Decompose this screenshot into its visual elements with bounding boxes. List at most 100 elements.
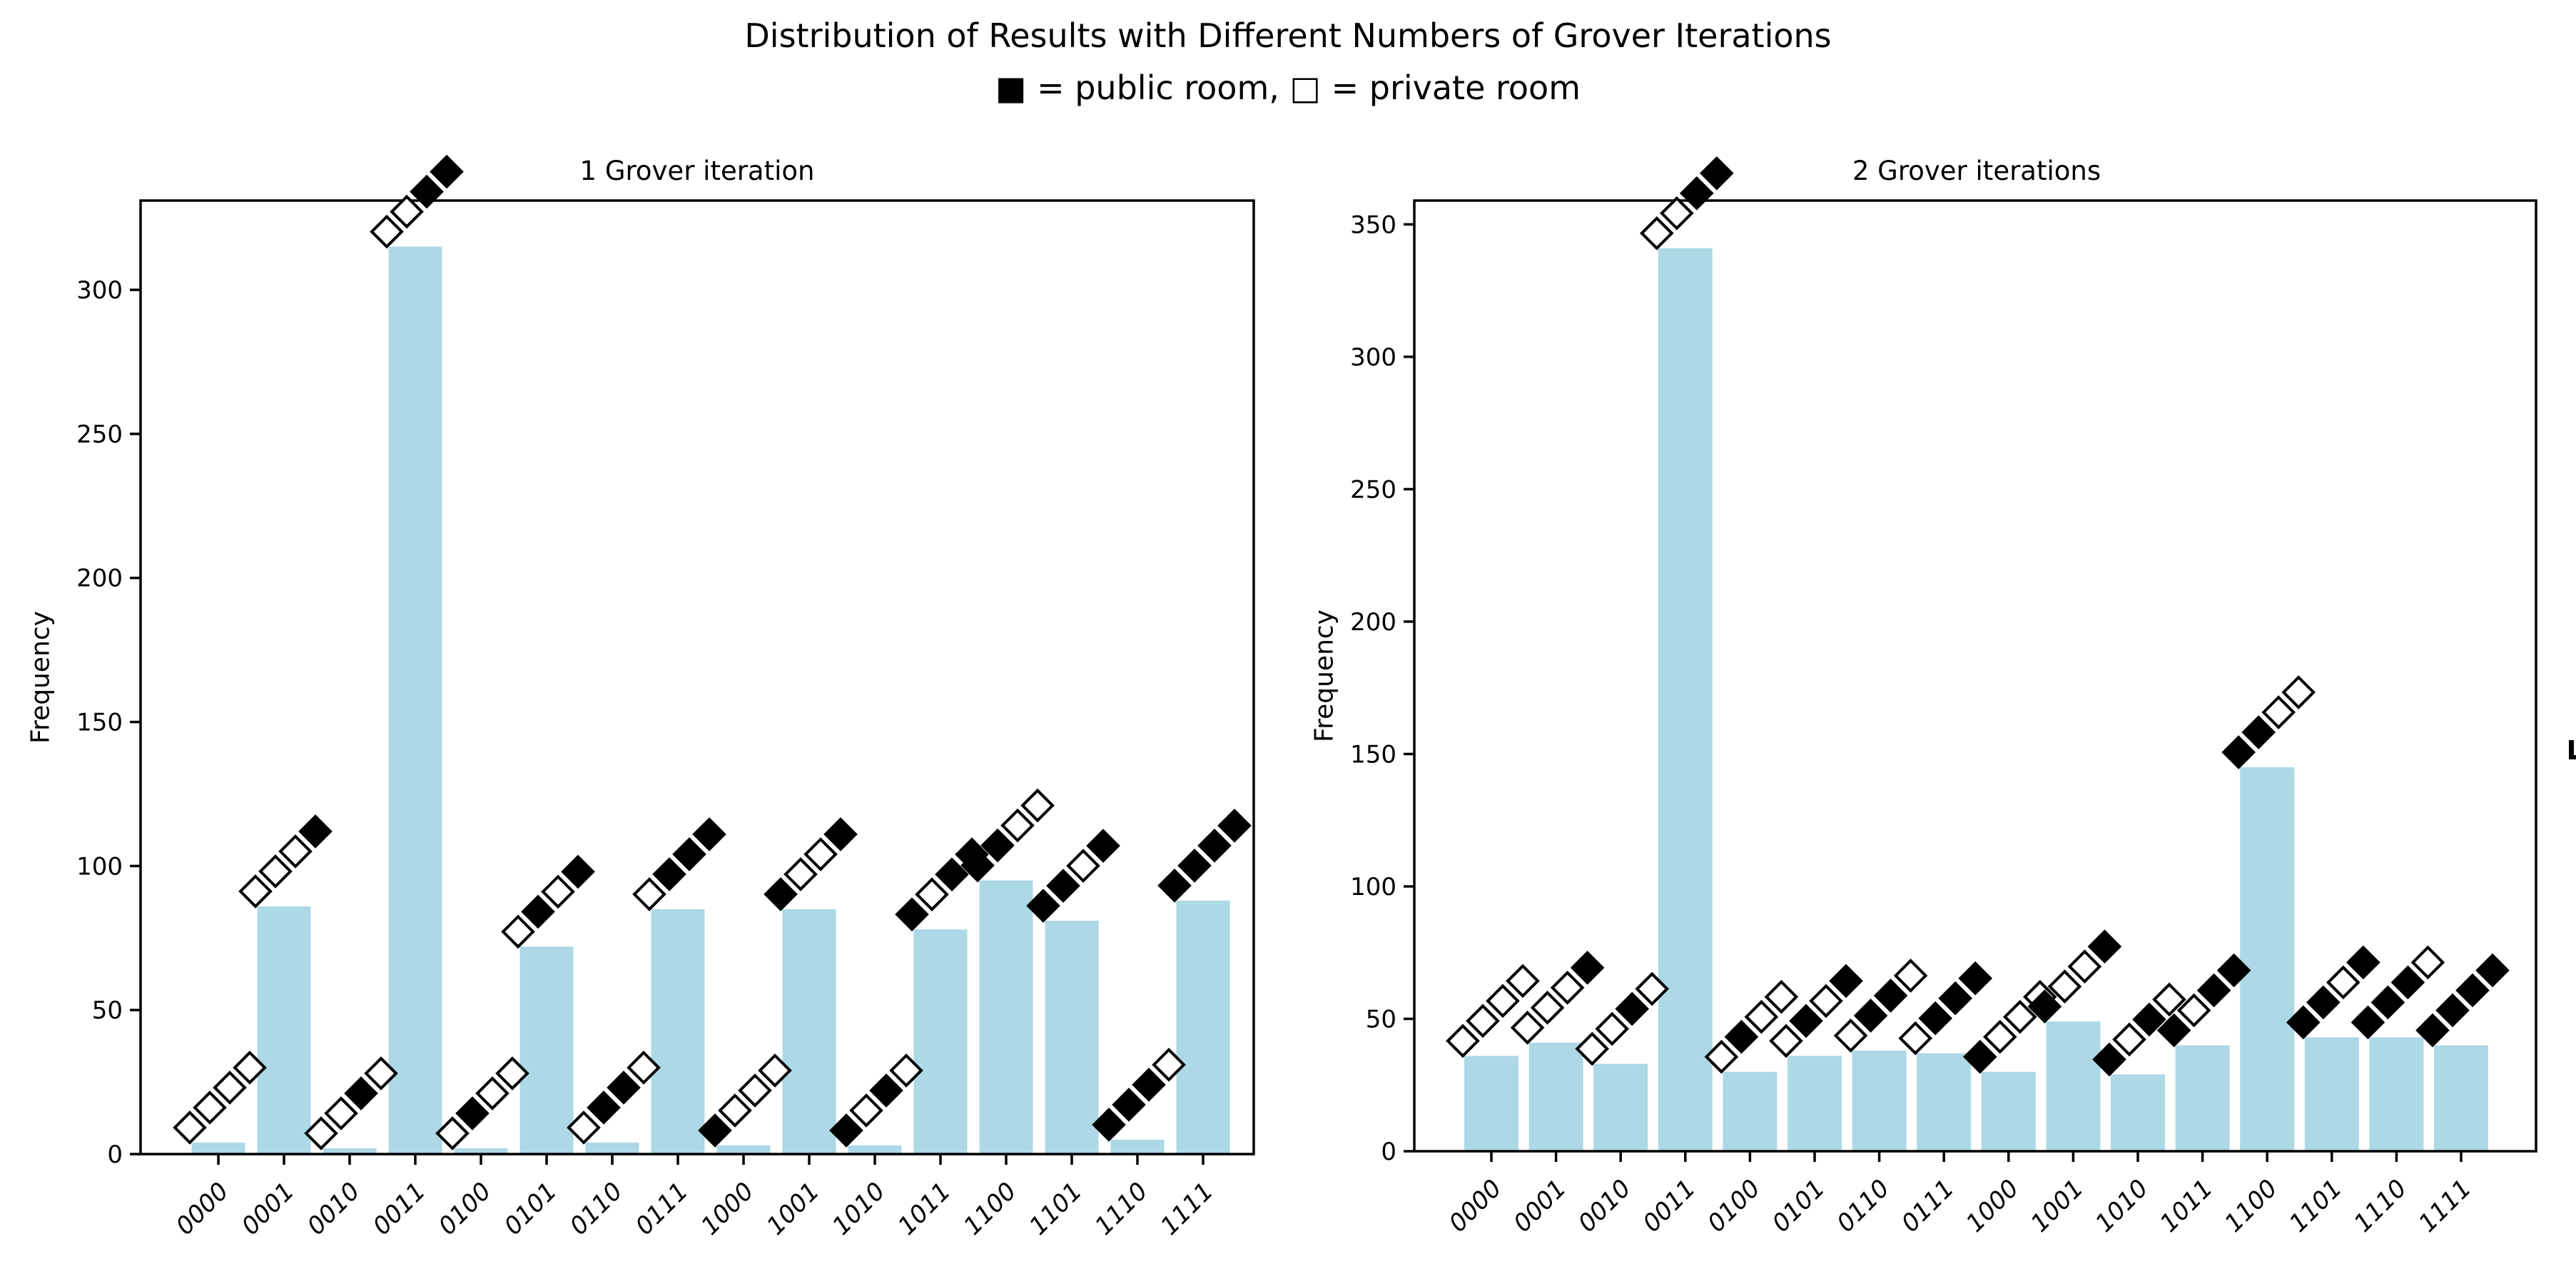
public-room-diamond-icon bbox=[2027, 989, 2062, 1024]
xtick-label-0000: 0000 bbox=[1444, 1174, 1507, 1238]
xtick-label-1111: 1111 bbox=[1155, 1177, 1219, 1240]
public-room-diamond-icon bbox=[698, 1113, 732, 1148]
private-room-diamond-icon bbox=[475, 1076, 509, 1111]
private-room-diamond-icon bbox=[1659, 196, 1694, 231]
private-room-diamond-icon bbox=[1486, 984, 1520, 1018]
public-room-diamond-icon bbox=[1615, 991, 1650, 1026]
bar-0110 bbox=[1852, 1051, 1907, 1151]
public-room-diamond-icon bbox=[410, 174, 444, 209]
xtick-label-1111: 1111 bbox=[2413, 1174, 2477, 1238]
public-room-diamond-icon bbox=[344, 1076, 378, 1111]
public-room-diamond-icon bbox=[1157, 868, 1192, 903]
xtick-label-0101: 0101 bbox=[1767, 1174, 1830, 1238]
public-room-diamond-icon bbox=[1853, 998, 1888, 1033]
xtick-label-0011: 0011 bbox=[367, 1177, 431, 1240]
xtick-label-0010: 0010 bbox=[1573, 1174, 1636, 1238]
ytick-label: 0 bbox=[1381, 1138, 1396, 1166]
private-room-diamond-icon bbox=[501, 914, 535, 949]
public-room-diamond-icon bbox=[1132, 1067, 1166, 1102]
xtick-label-0111: 0111 bbox=[1896, 1174, 1959, 1238]
bar-0110 bbox=[585, 1142, 639, 1154]
private-room-diamond-icon bbox=[1506, 964, 1540, 998]
public-room-diamond-icon bbox=[1679, 176, 1714, 211]
public-room-diamond-icon bbox=[1958, 961, 1993, 996]
bar-0100 bbox=[454, 1148, 508, 1154]
ytick-label: 200 bbox=[1350, 608, 1396, 637]
public-room-diamond-icon bbox=[980, 828, 1015, 863]
private-room-diamond-icon bbox=[2067, 949, 2102, 984]
figure-title-line1: Distribution of Results with Different N… bbox=[744, 16, 1832, 55]
bar-1101 bbox=[1045, 921, 1099, 1154]
private-room-diamond-icon bbox=[803, 837, 838, 871]
public-room-diamond-icon bbox=[1938, 981, 1973, 1016]
ytick-label: 200 bbox=[76, 565, 123, 593]
xtick-label-0001: 0001 bbox=[1508, 1174, 1571, 1238]
private-room-diamond-icon bbox=[1066, 849, 1100, 883]
bar-0101 bbox=[519, 946, 574, 1154]
bar-1001 bbox=[782, 909, 836, 1154]
public-room-diamond-icon bbox=[607, 1071, 641, 1105]
private-room-diamond-icon bbox=[370, 214, 404, 249]
xtick-label-0100: 0100 bbox=[433, 1177, 497, 1240]
figure-legend-line: ■ = public room, □ = private room bbox=[995, 69, 1581, 107]
private-room-diamond-icon bbox=[1446, 1023, 1480, 1058]
ytick-label: 350 bbox=[1350, 211, 1396, 239]
private-room-diamond-icon bbox=[2002, 999, 2037, 1034]
private-room-diamond-icon bbox=[567, 1111, 601, 1145]
xtick-label-0110: 0110 bbox=[1831, 1174, 1895, 1238]
public-room-diamond-icon bbox=[1962, 1039, 1997, 1074]
private-room-diamond-icon bbox=[1639, 216, 1674, 251]
xtick-label-1101: 1101 bbox=[2284, 1174, 2348, 1238]
xtick-label-1110: 1110 bbox=[1090, 1177, 1153, 1240]
public-room-diamond-icon bbox=[1112, 1087, 1146, 1122]
public-room-diamond-icon bbox=[895, 897, 929, 931]
private-room-diamond-icon bbox=[2152, 982, 2186, 1017]
public-room-diamond-icon bbox=[1724, 1019, 1759, 1054]
ytick-label: 100 bbox=[76, 852, 123, 881]
public-room-diamond-icon bbox=[1197, 828, 1232, 863]
private-room-diamond-icon bbox=[2326, 965, 2361, 1000]
xtick-label-1100: 1100 bbox=[2219, 1174, 2283, 1238]
private-room-diamond-icon bbox=[1510, 1011, 1545, 1045]
private-room-diamond-icon bbox=[238, 874, 273, 909]
public-room-diamond-icon bbox=[1026, 889, 1060, 923]
private-room-diamond-icon bbox=[1635, 971, 1670, 1006]
axes-spines-2 bbox=[1413, 199, 2537, 1153]
private-room-diamond-icon bbox=[627, 1051, 661, 1085]
public-room-diamond-icon bbox=[430, 154, 464, 189]
public-room-diamond-icon bbox=[1092, 1107, 1126, 1142]
xtick-label-0010: 0010 bbox=[302, 1177, 365, 1240]
public-room-diamond-icon bbox=[2216, 953, 2251, 988]
bar-1010 bbox=[2111, 1074, 2165, 1151]
public-room-diamond-icon bbox=[455, 1096, 490, 1131]
private-room-diamond-icon bbox=[390, 194, 424, 229]
xtick-label-1100: 1100 bbox=[958, 1177, 1022, 1240]
private-room-diamond-icon bbox=[1466, 1003, 1500, 1038]
public-room-diamond-icon bbox=[2370, 985, 2405, 1020]
xtick-label-1011: 1011 bbox=[2154, 1174, 2218, 1238]
public-room-diamond-icon bbox=[561, 854, 595, 889]
private-room-diamond-icon bbox=[1982, 1019, 2017, 1054]
public-room-diamond-icon bbox=[1177, 848, 1212, 883]
bar-1000 bbox=[1981, 1071, 2036, 1151]
ytick-label: 50 bbox=[92, 996, 123, 1025]
xtick-label-0101: 0101 bbox=[499, 1177, 562, 1240]
public-room-diamond-icon bbox=[1918, 1001, 1953, 1036]
public-room-diamond-icon bbox=[1873, 979, 1908, 1013]
public-room-diamond-icon bbox=[829, 1113, 863, 1148]
public-room-diamond-icon bbox=[869, 1073, 903, 1108]
private-room-diamond-icon bbox=[2281, 675, 2316, 709]
xtick-label-1000: 1000 bbox=[696, 1177, 759, 1240]
bar-0010 bbox=[1593, 1063, 1648, 1151]
bar-0011 bbox=[1658, 248, 1713, 1151]
public-room-diamond-icon bbox=[2087, 929, 2122, 964]
private-room-diamond-icon bbox=[1704, 1039, 1739, 1074]
bar-1111 bbox=[2434, 1045, 2488, 1151]
xtick-label-0100: 0100 bbox=[1702, 1174, 1765, 1238]
public-room-diamond-icon bbox=[2306, 985, 2341, 1020]
private-room-diamond-icon bbox=[233, 1051, 267, 1085]
bar-1101 bbox=[2304, 1037, 2359, 1151]
private-room-diamond-icon bbox=[2410, 945, 2445, 980]
xtick-label-0011: 0011 bbox=[1638, 1174, 1701, 1238]
